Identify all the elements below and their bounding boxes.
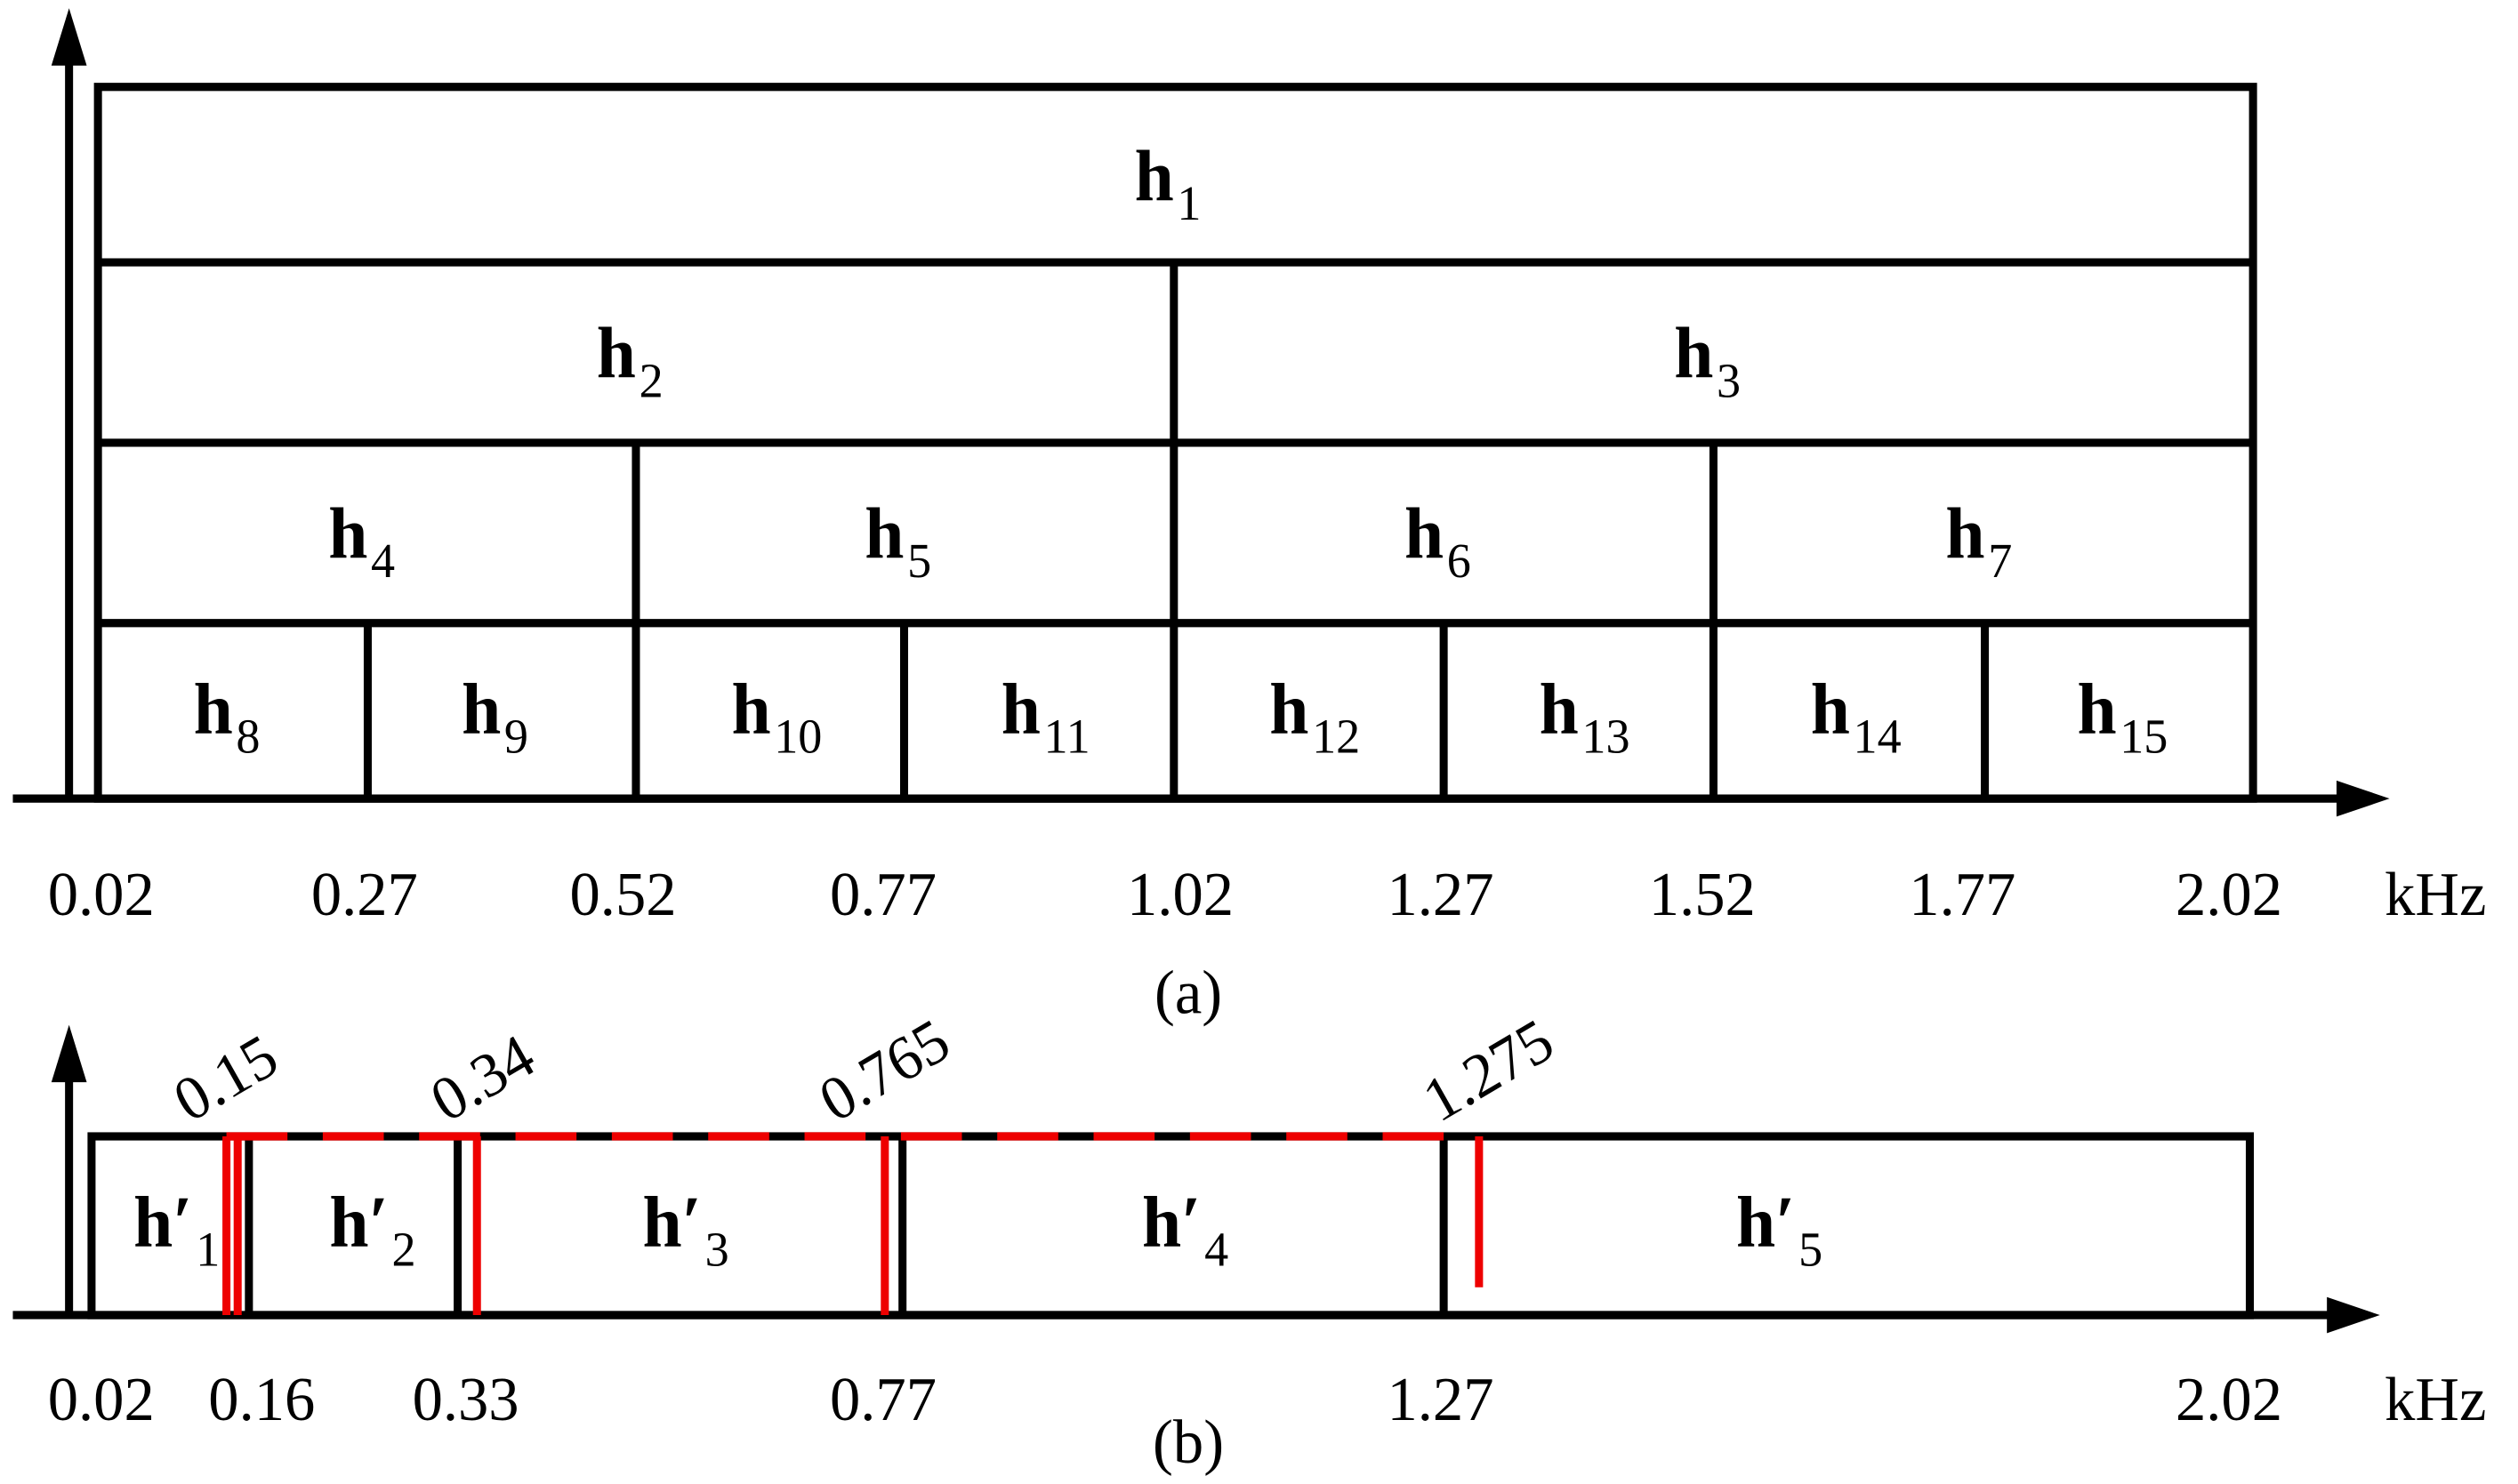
tick-label: 0.77 xyxy=(830,1364,937,1433)
node-label: h xyxy=(1674,313,1713,393)
tick-label: 1.27 xyxy=(1388,859,1494,928)
tick-label: 0.16 xyxy=(208,1364,315,1433)
node-subscript: 4 xyxy=(371,533,395,589)
tick-label: 0.33 xyxy=(413,1364,519,1433)
node-subscript: 10 xyxy=(774,709,822,764)
node-label: h xyxy=(462,670,501,750)
tick-label: 2.02 xyxy=(2176,859,2282,928)
unit-label: kHz xyxy=(2385,1364,2486,1433)
tick-label: 0.02 xyxy=(48,1364,155,1433)
node-label: h xyxy=(597,313,636,393)
node-subscript: 9 xyxy=(504,709,528,764)
node-subscript: 2 xyxy=(640,353,664,408)
caption: (a) xyxy=(1154,958,1222,1027)
node-label: h xyxy=(1404,493,1444,574)
boundary-label: 0.15 xyxy=(162,1021,288,1135)
node-subscript: 14 xyxy=(1854,709,1902,764)
node-subscript: 2 xyxy=(392,1222,416,1277)
boundary-label: 1.275 xyxy=(1412,1005,1565,1135)
boundary-label: 0.765 xyxy=(808,1005,961,1135)
tick-label: 0.27 xyxy=(311,859,418,928)
labels: h 1h 2 h 3h 4 h 5 h 6 h 7h 8 h 9 h 10 h 11 h 12 h 13 h 14 h 150.02… xyxy=(48,136,2487,1476)
node-subscript: 13 xyxy=(1581,709,1629,764)
node-subscript: 5 xyxy=(907,533,931,589)
tick-label: 0.52 xyxy=(570,859,677,928)
node-subscript: 8 xyxy=(236,709,260,764)
tick-label: 1.77 xyxy=(1909,859,2015,928)
node-subscript: 6 xyxy=(1447,533,1471,589)
boundary-label: 0.34 xyxy=(419,1021,545,1135)
tick-label: 2.02 xyxy=(2176,1364,2282,1433)
node-label: h xyxy=(2077,670,2116,750)
tick-label: 0.77 xyxy=(830,859,937,928)
node-subscript: 7 xyxy=(1988,533,2012,589)
tick-label: 1.52 xyxy=(1649,859,1756,928)
node-label: h xyxy=(1811,670,1850,750)
tick-label: 1.02 xyxy=(1127,859,1234,928)
node-subscript: 1 xyxy=(196,1222,220,1277)
node-label: h′ xyxy=(133,1183,193,1263)
node-subscript: 11 xyxy=(1044,709,1090,764)
tick-label: 1.27 xyxy=(1388,1364,1494,1433)
node-subscript: 3 xyxy=(705,1222,729,1277)
node-label: h xyxy=(865,493,904,574)
node-label: h xyxy=(1269,670,1308,750)
node-label: h xyxy=(1540,670,1579,750)
unit-label: kHz xyxy=(2385,859,2486,928)
node-subscript: 1 xyxy=(1177,176,1201,231)
tick-label: 0.02 xyxy=(48,859,155,928)
node-label: h′ xyxy=(1142,1183,1202,1263)
caption: (b) xyxy=(1153,1407,1224,1476)
node-label: h xyxy=(1135,136,1174,216)
node-label: h xyxy=(1002,670,1041,750)
node-label: h′ xyxy=(1736,1183,1796,1263)
arrowheads xyxy=(51,8,2390,1334)
node-subscript: 5 xyxy=(1798,1222,1822,1277)
node-subscript: 12 xyxy=(1312,709,1360,764)
node-subscript: 4 xyxy=(1204,1222,1228,1277)
node-subscript: 3 xyxy=(1717,353,1741,408)
red-boundaries xyxy=(222,1132,1484,1316)
node-label: h′ xyxy=(329,1183,389,1263)
node-subscript: 15 xyxy=(2120,709,2168,764)
node-label: h xyxy=(328,493,367,574)
node-label: h xyxy=(731,670,770,750)
node-label: h xyxy=(194,670,233,750)
node-label: h xyxy=(1945,493,1984,574)
node-label: h′ xyxy=(642,1183,702,1263)
panel-a-frame xyxy=(12,49,2345,1320)
